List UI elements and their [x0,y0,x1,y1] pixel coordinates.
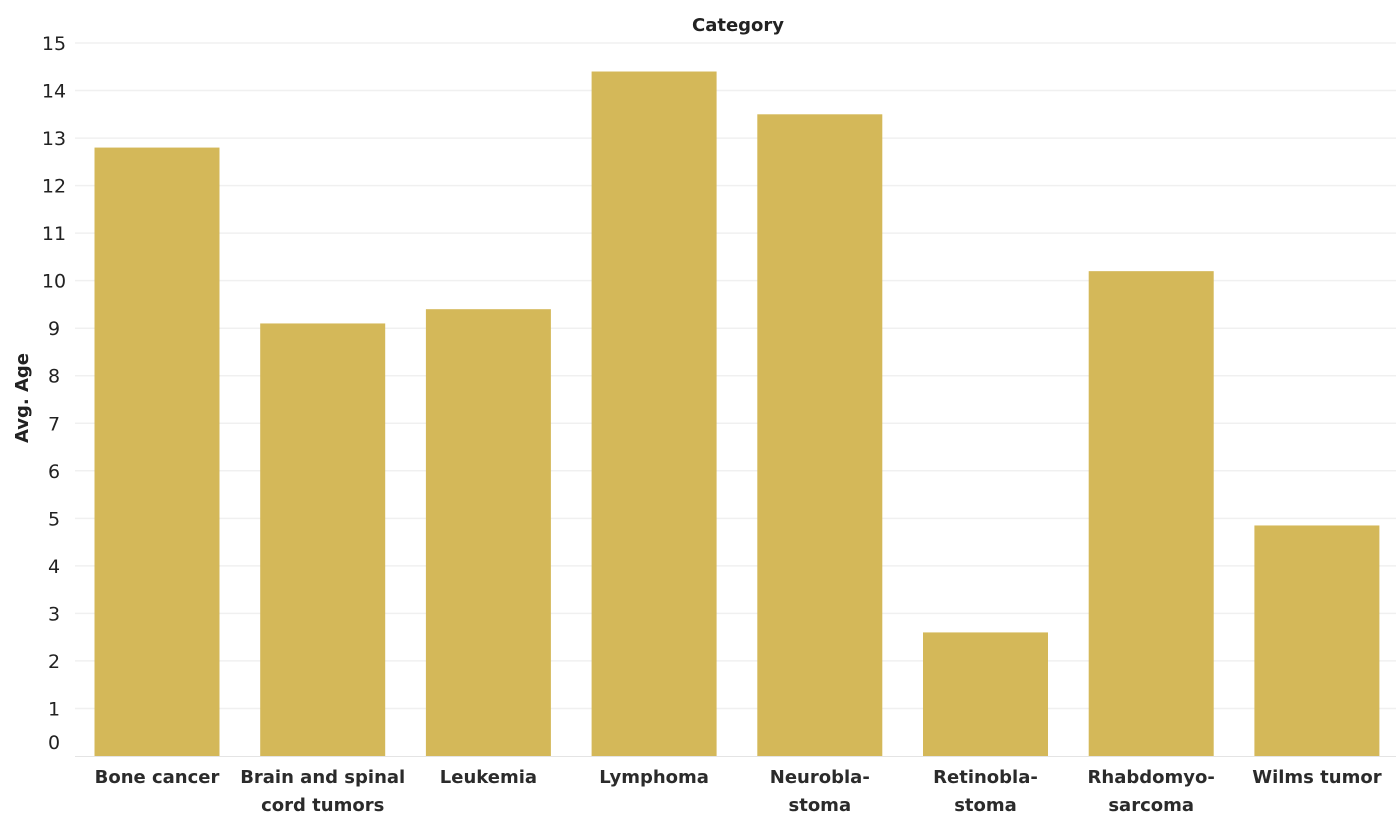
x-tick-label: Bone cancer [95,767,220,788]
x-tick-label: Brain and spinal cord tumors [240,767,405,815]
x-tick-label: Lymphoma [599,767,709,788]
y-tick-label: 9 [48,318,60,340]
y-tick-label: 1 [48,698,60,720]
y-tick-label: 7 [48,413,60,435]
bar[interactable] [1088,271,1214,756]
bar[interactable] [1254,525,1380,756]
bar[interactable] [591,71,717,756]
y-tick-label: 6 [48,461,60,483]
x-tick-label: Neurobla-stoma [770,767,870,815]
y-tick-label: 5 [48,508,60,530]
y-tick-label: 15 [42,33,66,55]
bars [94,71,1380,757]
y-tick-label: 0 [48,732,60,754]
y-axis-title: Avg. Age [12,353,33,443]
y-tick-label: 13 [42,128,66,150]
y-tick-label: 14 [42,81,66,103]
bar[interactable] [260,323,386,756]
y-tick-label: 12 [42,176,66,198]
x-tick-label: Rhabdomyo-sarcoma [1088,767,1215,815]
y-tick-label: 11 [42,223,66,245]
bar[interactable] [923,632,1048,756]
y-tick-label: 2 [48,651,60,673]
y-tick-label: 10 [42,271,66,293]
bar[interactable] [425,309,551,756]
bar[interactable] [757,114,883,757]
x-axis-labels: Bone cancer Brain and spinal cord tumors Le… [95,767,1382,816]
y-tick-label: 8 [48,366,60,388]
x-tick-label: Retinobla-stoma [933,767,1038,815]
chart-title: Category [692,15,784,36]
y-tick-label: 4 [48,556,60,578]
x-tick-label: Wilms tumor [1252,767,1381,788]
x-tick-label: Leukemia [440,767,537,788]
bar[interactable] [94,147,220,756]
y-tick-label: 3 [48,603,60,625]
